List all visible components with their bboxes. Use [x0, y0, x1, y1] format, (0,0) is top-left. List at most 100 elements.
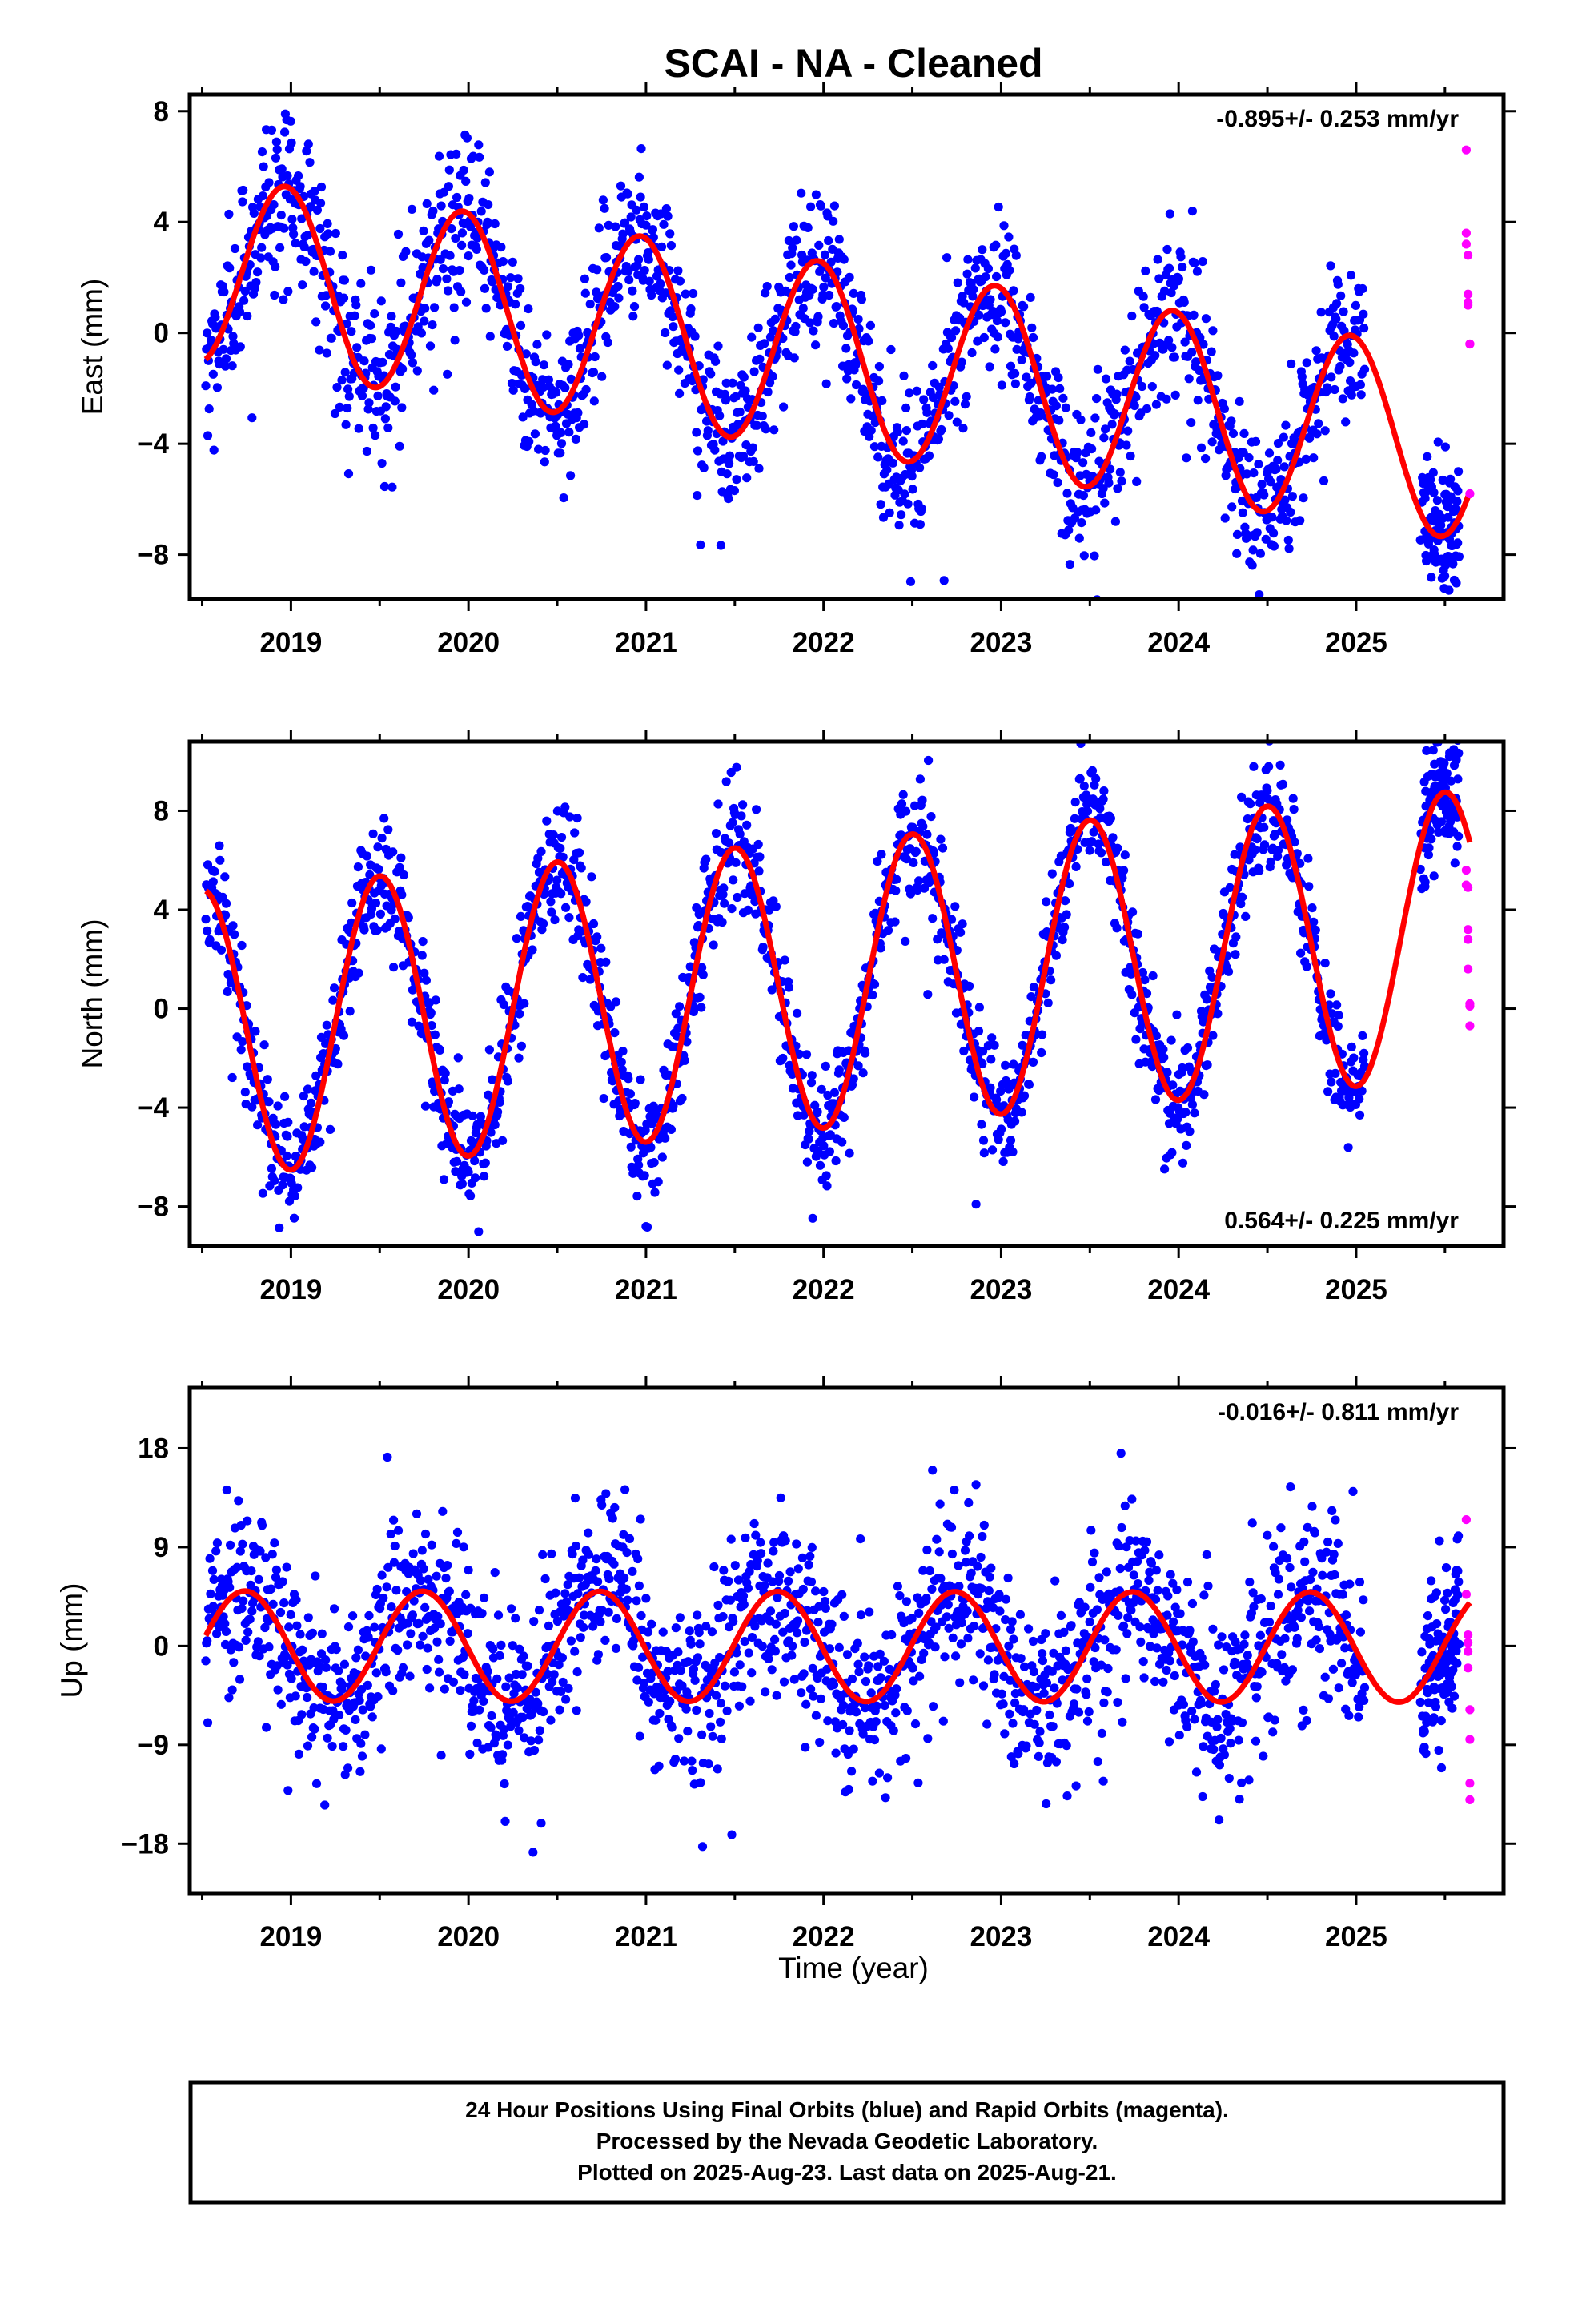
east-final-point [675, 388, 685, 398]
east-final-point [424, 235, 434, 245]
up-final-point [823, 1716, 833, 1726]
east-final-point [1101, 424, 1110, 434]
east-final-point [842, 374, 852, 384]
north-final-point [671, 1009, 681, 1019]
north-final-point [929, 848, 938, 858]
east-y-tick-label: 0 [154, 318, 169, 349]
east-final-point [1207, 437, 1217, 447]
up-final-point [363, 1632, 373, 1642]
east-final-point [1436, 557, 1446, 566]
up-final-point [811, 1711, 821, 1720]
up-final-point [852, 1707, 861, 1717]
east-final-point [1054, 373, 1063, 383]
north-final-point [1266, 857, 1275, 866]
up-final-point [612, 1614, 622, 1623]
east-final-point [597, 372, 607, 381]
east-final-point [857, 295, 866, 304]
east-final-point [267, 125, 276, 135]
up-final-point [838, 1700, 848, 1711]
up-final-point [735, 1660, 745, 1670]
up-final-point [785, 1567, 795, 1577]
north-final-point [1237, 792, 1247, 802]
east-final-point [235, 307, 245, 316]
north-final-point [1323, 1087, 1333, 1096]
up-final-point [505, 1715, 515, 1724]
east-final-point [1433, 437, 1443, 447]
east-final-point [711, 356, 721, 366]
up-final-point [837, 1590, 847, 1599]
east-final-point [1330, 384, 1339, 395]
east-final-point [1120, 345, 1130, 355]
up-final-point [932, 1534, 942, 1544]
east-final-point [614, 293, 624, 303]
north-final-point [719, 883, 729, 893]
north-final-point [883, 926, 893, 935]
north-final-point [611, 997, 621, 1007]
up-final-point [339, 1659, 349, 1669]
east-final-point [1359, 324, 1369, 333]
east-final-point [259, 162, 268, 171]
east-final-point [770, 314, 781, 324]
east-final-point [542, 330, 552, 340]
east-final-point [1073, 448, 1082, 457]
east-final-point [294, 171, 303, 181]
east-final-point [983, 263, 993, 274]
north-final-point [1008, 1147, 1018, 1156]
east-final-point [1201, 454, 1211, 464]
north-final-point [1322, 1035, 1331, 1045]
north-final-point [1434, 827, 1443, 837]
north-final-point [1454, 831, 1464, 841]
up-final-point [358, 1705, 367, 1715]
up-final-point [540, 1574, 550, 1584]
north-final-point [720, 899, 729, 908]
north-final-point [1182, 1140, 1191, 1150]
up-final-point [919, 1648, 929, 1658]
north-final-point [933, 935, 942, 944]
north-final-point [1344, 1093, 1354, 1103]
up-final-point [787, 1651, 797, 1660]
east-final-point [257, 147, 267, 157]
east-final-point [1286, 507, 1295, 517]
up-final-point [671, 1623, 681, 1633]
east-final-point [791, 321, 801, 332]
north-final-point [208, 877, 218, 887]
east-final-point [589, 396, 599, 406]
east-final-point [1443, 513, 1453, 522]
east-final-point [1112, 389, 1122, 399]
east-final-point [379, 481, 390, 492]
east-final-point [1026, 292, 1035, 302]
east-final-point [439, 187, 449, 197]
east-final-point [258, 191, 267, 201]
east-final-point [928, 360, 938, 371]
north-final-point [542, 816, 552, 826]
north-final-point [636, 1075, 645, 1084]
east-final-point [566, 374, 576, 384]
up-final-point [865, 1607, 874, 1617]
up-final-point [243, 1516, 252, 1526]
north-final-point [877, 850, 886, 859]
east-final-point [1341, 417, 1351, 427]
east-final-point [1232, 549, 1242, 558]
east-final-point [1333, 279, 1343, 289]
east-final-point [316, 199, 326, 208]
east-final-point [886, 344, 896, 355]
north-final-point [1208, 1031, 1218, 1040]
up-final-point [273, 1685, 283, 1695]
east-final-point [1269, 541, 1279, 551]
up-final-point [377, 1570, 387, 1580]
east-final-point [551, 421, 560, 431]
up-final-point [641, 1594, 651, 1603]
north-final-point [440, 1076, 449, 1085]
north-final-point [354, 968, 363, 978]
north-final-point [1190, 1108, 1199, 1118]
up-final-point [408, 1549, 418, 1558]
up-final-point [206, 1589, 215, 1598]
up-final-point [927, 1584, 937, 1594]
north-final-point [986, 1083, 995, 1092]
north-final-point [1358, 1031, 1367, 1040]
up-final-point [635, 1731, 644, 1741]
east-final-point [805, 318, 815, 328]
north-x-tick-label: 2020 [437, 1274, 500, 1305]
north-final-point [653, 1177, 663, 1187]
